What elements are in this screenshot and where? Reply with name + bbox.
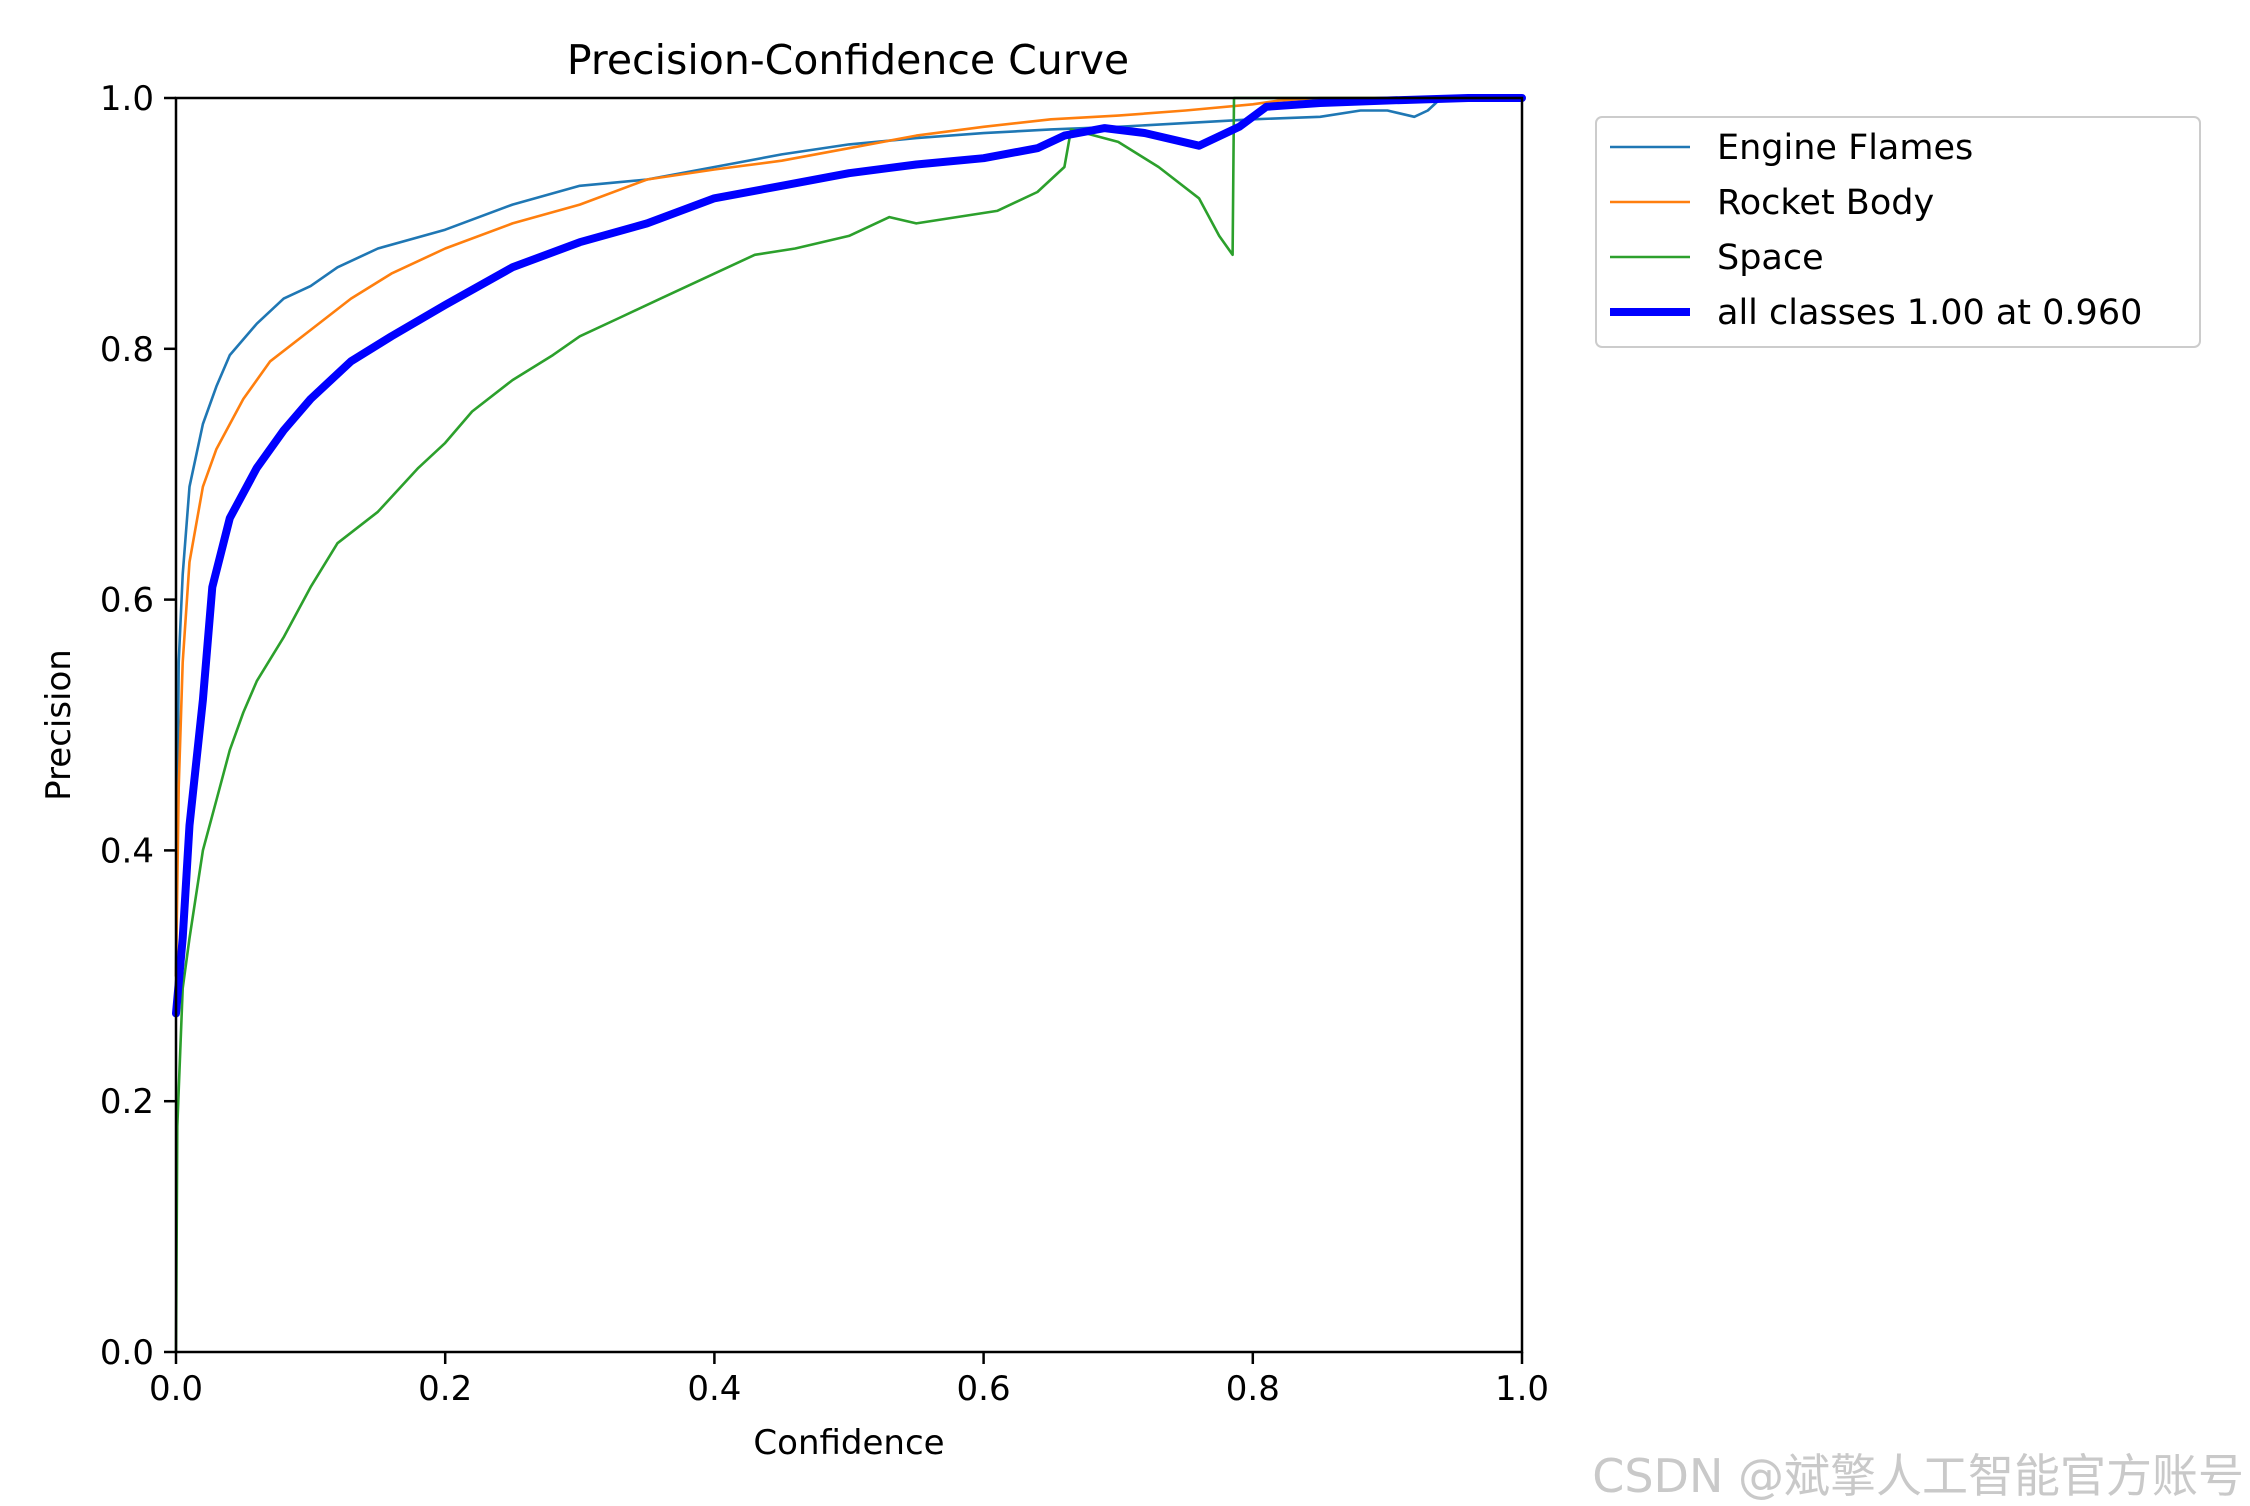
x-tick-label: 1.0 bbox=[1495, 1369, 1549, 1409]
y-axis: 0.0 0.2 0.4 0.6 0.8 1.0 bbox=[100, 79, 176, 1373]
y-tick-label: 0.8 bbox=[100, 330, 154, 370]
y-tick-label: 0.0 bbox=[100, 1333, 154, 1373]
x-tick-label: 0.6 bbox=[957, 1369, 1011, 1409]
legend-label: all classes 1.00 at 0.960 bbox=[1717, 293, 2142, 333]
chart-title: Precision-Confidence Curve bbox=[567, 36, 1129, 84]
y-axis-label: Precision bbox=[39, 649, 79, 801]
y-tick-label: 1.0 bbox=[100, 79, 154, 119]
series-line-space bbox=[174, 96, 1524, 1354]
series-line-rocket bbox=[174, 96, 1524, 978]
series-line-all-all bbox=[172, 94, 1526, 1018]
x-axis: 0.0 0.2 0.4 0.6 0.8 1.0 bbox=[149, 1352, 1549, 1409]
x-axis-label: Confidence bbox=[753, 1423, 944, 1463]
y-tick-label: 0.2 bbox=[100, 1082, 154, 1122]
legend-label: Engine Flames bbox=[1717, 128, 1973, 168]
legend-items: Engine Flames Rocket Body Space all classes… bbox=[1610, 128, 2142, 333]
legend-label: Space bbox=[1717, 238, 1824, 278]
watermark: CSDN @斌擎人工智能官方账号 bbox=[1592, 1449, 2244, 1503]
legend-label: Rocket Body bbox=[1717, 183, 1934, 223]
x-tick-label: 0.0 bbox=[149, 1369, 203, 1409]
legend-box bbox=[1595, 116, 2201, 348]
x-tick-label: 0.4 bbox=[687, 1369, 741, 1409]
x-tick-label: 0.2 bbox=[418, 1369, 472, 1409]
series-line-engine bbox=[174, 96, 1524, 978]
x-tick-label: 0.8 bbox=[1226, 1369, 1280, 1409]
series-layer bbox=[172, 94, 1526, 1354]
y-tick-label: 0.4 bbox=[100, 831, 154, 871]
y-tick-label: 0.6 bbox=[100, 581, 154, 621]
plot-frame bbox=[174, 96, 1524, 1354]
legend: Engine Flames Rocket Body Space all classes… bbox=[1595, 116, 2201, 348]
